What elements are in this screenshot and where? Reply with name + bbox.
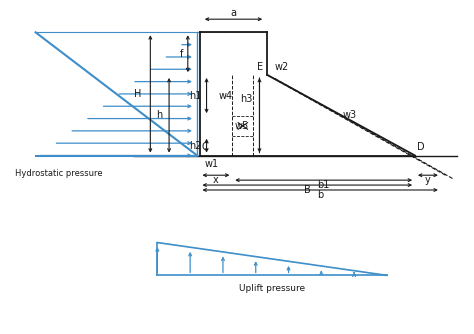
Text: h2: h2 xyxy=(190,141,202,151)
Text: D: D xyxy=(417,142,425,152)
Text: f: f xyxy=(180,49,183,59)
Text: y: y xyxy=(425,175,431,185)
Text: H: H xyxy=(134,89,141,99)
Text: Uplift pressure: Uplift pressure xyxy=(239,284,305,293)
Text: w2: w2 xyxy=(274,62,289,72)
Text: b: b xyxy=(317,190,323,200)
Text: w1: w1 xyxy=(204,159,219,169)
Text: w5: w5 xyxy=(235,121,249,131)
Text: h3: h3 xyxy=(240,94,253,104)
Text: h1: h1 xyxy=(190,91,202,101)
Text: x: x xyxy=(213,175,219,185)
Text: a: a xyxy=(230,8,237,18)
Text: w3: w3 xyxy=(342,110,356,120)
Text: b1: b1 xyxy=(318,180,330,190)
Text: E: E xyxy=(256,62,263,72)
Text: C: C xyxy=(202,142,209,152)
Text: h: h xyxy=(156,110,162,120)
Text: Hydrostatic pressure: Hydrostatic pressure xyxy=(15,169,103,178)
Text: B: B xyxy=(304,185,310,195)
Text: w4: w4 xyxy=(218,91,232,101)
